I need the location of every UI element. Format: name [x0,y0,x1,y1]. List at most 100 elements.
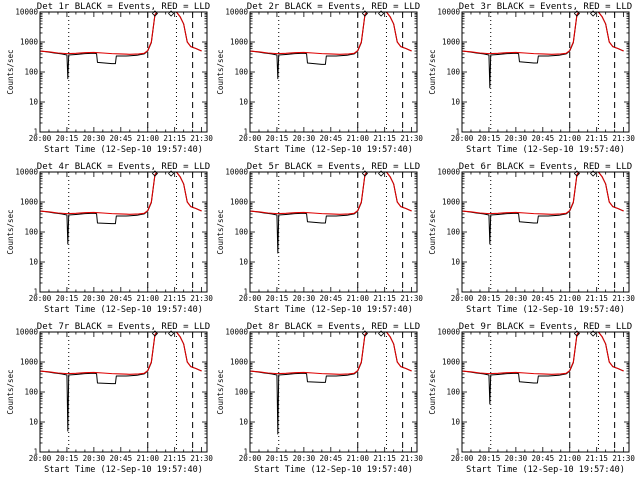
series-line-lld [40,10,159,55]
x-tick-label: 20:00 [451,454,474,463]
series-group [40,10,202,79]
series-line-lld [593,170,624,211]
x-tick-label: 20:30 [505,294,528,303]
plot-frame [250,12,417,132]
x-tick-label: 21:00 [346,134,369,143]
x-tick-label: 21:30 [400,134,423,143]
y-tick-label: 10 [451,258,461,267]
series-line-events [40,10,159,79]
series-line-events [171,10,202,51]
x-tick-label: 20:00 [239,294,262,303]
y-tick-label: 10000 [15,328,38,337]
x-tick-label: 20:15 [266,294,289,303]
y-axis-label: Counts/sec [6,209,15,254]
x-axis-label: Start Time (12-Sep-10 19:57:40) [254,465,413,475]
x-tick-label: 21:15 [585,134,608,143]
y-tick-label: 1 [455,448,460,457]
series-line-events [171,170,202,211]
panel-det-2: Det 2r BLACK = Events, RED = LLD Counts/s… [216,2,423,155]
x-tick-label: 21:30 [190,454,213,463]
series-line-lld [250,330,369,375]
x-tick-label: 20:00 [29,294,52,303]
x-ticks [250,332,412,452]
panel-det-1: Det 1r BLACK = Events, RED = LLD Counts/s… [6,2,213,155]
x-tick-label: 20:30 [293,454,316,463]
y-tick-label: 10 [451,98,461,107]
panel-title: Det 1r BLACK = Events, RED = LLD [37,2,210,12]
x-tick-label: 21:15 [373,454,396,463]
x-tick-label: 21:30 [190,134,213,143]
y-tick-label: 1 [33,448,38,457]
y-tick-label: 10000 [437,168,460,177]
x-tick-label: 20:15 [56,294,79,303]
series-group [40,170,202,244]
series-line-lld [593,330,624,371]
detector-plot-grid: Det 1r BLACK = Events, RED = LLD Counts/s… [0,0,640,480]
series-line-lld [171,330,202,371]
x-tick-label: 20:30 [293,294,316,303]
x-tick-label: 21:00 [346,454,369,463]
x-tick-label: 21:30 [612,454,635,463]
x-tick-label: 20:45 [532,454,555,463]
plot-frame [40,12,207,132]
y-tick-label: 100 [446,388,460,397]
series-line-events [250,330,369,434]
y-ticks [462,12,629,132]
y-tick-label: 1 [33,288,38,297]
panel-det-8: Det 8r BLACK = Events, RED = LLD Counts/s… [216,322,423,475]
y-tick-label: 10000 [15,8,38,17]
x-tick-label: 20:00 [451,134,474,143]
series-line-events [171,330,202,371]
x-tick-label: 21:00 [558,134,581,143]
x-tick-label: 21:15 [373,134,396,143]
x-axis-label: Start Time (12-Sep-10 19:57:40) [44,305,203,315]
series-line-lld [40,330,159,375]
series-line-lld [462,10,581,55]
y-ticks [462,172,629,292]
x-tick-label: 20:30 [83,134,106,143]
y-axis-label: Counts/sec [428,49,437,94]
y-tick-label: 10 [451,418,461,427]
series-line-lld [171,10,202,51]
series-line-events [593,330,624,371]
y-tick-label: 1 [243,448,248,457]
y-ticks [40,172,207,292]
x-tick-label: 21:00 [558,294,581,303]
panel-det-5: Det 5r BLACK = Events, RED = LLD Counts/s… [216,162,423,315]
series-line-lld [462,330,581,375]
x-tick-label: 21:30 [612,134,635,143]
x-tick-label: 21:00 [136,134,159,143]
x-tick-label: 20:15 [56,134,79,143]
x-tick-label: 21:30 [612,294,635,303]
series-line-events [381,10,412,51]
y-tick-label: 10000 [15,168,38,177]
x-tick-label: 20:30 [83,454,106,463]
y-tick-label: 10 [239,418,249,427]
y-tick-label: 1000 [230,38,249,47]
panel-title: Det 8r BLACK = Events, RED = LLD [247,322,420,332]
x-axis-label: Start Time (12-Sep-10 19:57:40) [254,145,413,155]
x-tick-label: 21:15 [163,134,186,143]
series-group [462,330,624,404]
series-line-lld [593,10,624,51]
plot-frame [462,172,629,292]
y-tick-label: 10 [29,258,39,267]
y-ticks [250,332,417,452]
y-tick-label: 1 [455,128,460,137]
panel-det-7: Det 7r BLACK = Events, RED = LLD Counts/s… [6,322,213,475]
panel-det-4: Det 4r BLACK = Events, RED = LLD Counts/s… [6,162,213,315]
x-tick-label: 20:15 [478,294,501,303]
x-tick-label: 20:00 [29,134,52,143]
x-tick-label: 20:15 [56,454,79,463]
series-group [250,170,412,253]
y-tick-label: 10000 [225,168,248,177]
x-axis-label: Start Time (12-Sep-10 19:57:40) [466,465,625,475]
series-line-events [381,330,412,371]
y-tick-label: 1000 [442,198,461,207]
x-tick-label: 21:15 [585,294,608,303]
y-tick-label: 10000 [437,8,460,17]
x-tick-label: 21:30 [400,294,423,303]
panel-title: Det 5r BLACK = Events, RED = LLD [247,162,420,172]
series-line-lld [250,10,369,55]
plot-frame [40,172,207,292]
